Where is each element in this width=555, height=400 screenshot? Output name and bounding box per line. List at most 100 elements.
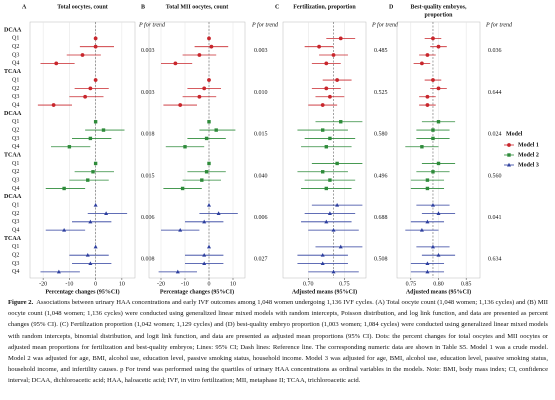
legend-label: Model 1 <box>518 142 539 148</box>
point <box>431 128 435 132</box>
point <box>324 186 329 191</box>
x-tick-label: -10 <box>65 281 73 287</box>
plot-frame <box>148 21 246 279</box>
point <box>93 78 98 82</box>
point <box>202 261 207 266</box>
p-trend: 0.036 <box>488 48 502 54</box>
point <box>85 252 90 257</box>
p-trend: 0.006 <box>141 215 155 221</box>
point <box>328 136 332 141</box>
row-label: Q3 <box>12 136 19 142</box>
panel-letter: C <box>275 4 279 10</box>
point <box>91 170 95 174</box>
p-trend: 0.688 <box>374 215 388 221</box>
caption: Figure 2. Associations between urinary HA… <box>8 297 548 399</box>
legend-label: Model 2 <box>518 152 539 158</box>
point <box>175 269 180 274</box>
point <box>207 244 211 249</box>
point <box>335 202 340 207</box>
p-header: P for trend <box>251 21 279 28</box>
point <box>56 269 61 274</box>
p-header: P for trend <box>138 21 166 28</box>
p-trend: 0.003 <box>141 48 155 54</box>
point <box>104 211 109 215</box>
point <box>420 61 424 66</box>
p-trend: 0.006 <box>254 215 268 221</box>
legend-label: Model 3 <box>518 162 539 168</box>
point <box>207 161 211 166</box>
p-trend: 0.024 <box>488 132 502 138</box>
point <box>178 227 183 232</box>
group-label: TCAA <box>4 236 22 242</box>
point <box>331 227 336 232</box>
point <box>331 269 336 274</box>
p-trend: 0.525 <box>374 90 388 96</box>
point <box>207 78 211 82</box>
panel-title: Fertilization, proportion <box>293 4 356 10</box>
point <box>93 44 98 49</box>
row-label: Q3 <box>12 261 19 267</box>
panel-title: Best-quality embryos, <box>411 4 467 10</box>
p-trend: 0.041 <box>488 215 502 221</box>
p-trend: 0.003 <box>141 90 155 96</box>
point <box>335 161 339 166</box>
point <box>83 94 88 99</box>
point <box>431 78 435 82</box>
point <box>338 36 343 41</box>
point <box>320 170 325 174</box>
p-trend: 0.485 <box>374 48 388 54</box>
point <box>207 36 211 41</box>
point <box>420 145 424 149</box>
point <box>425 53 430 57</box>
point <box>339 120 343 124</box>
point <box>197 94 202 99</box>
p-header: P for trend <box>371 21 399 28</box>
point <box>320 128 325 132</box>
group-label: TCAA <box>4 69 22 75</box>
point <box>88 86 93 91</box>
point <box>202 219 207 224</box>
point <box>93 36 98 41</box>
point <box>197 53 202 57</box>
point <box>436 120 441 124</box>
p-trend: 0.496 <box>374 173 388 179</box>
point <box>324 61 329 66</box>
point <box>419 227 424 232</box>
group-label: DCAA <box>4 111 22 117</box>
row-label: Q4 <box>12 144 19 150</box>
row-label: Q3 <box>12 94 19 100</box>
row-label: Q1 <box>12 36 19 42</box>
figure: DCAA Q1 Q2 Q3 Q4 TCAA Q1 Q2 Q3 Q4 DCAA Q1 Q2 Q3 Q4 TCAA… <box>4 4 539 295</box>
point <box>436 211 441 215</box>
point <box>328 94 332 99</box>
row-label: Q1 <box>12 77 19 83</box>
x-tick-label: 0 <box>208 281 211 287</box>
legend-marker <box>507 153 511 157</box>
group-label: DCAA <box>4 27 22 33</box>
point <box>425 219 430 224</box>
point <box>86 178 90 182</box>
point <box>320 261 325 266</box>
caption-label: Figure 2. <box>8 299 34 306</box>
x-tick-label: -20 <box>157 281 165 287</box>
point <box>54 61 59 66</box>
row-label: Q1 <box>12 203 19 209</box>
point <box>200 178 204 182</box>
point <box>173 61 178 66</box>
point <box>202 86 207 91</box>
row-label: Q4 <box>12 228 19 234</box>
x-tick-label: -10 <box>181 281 189 287</box>
plot-frame <box>29 21 136 279</box>
plot-frame <box>282 21 367 279</box>
p-trend: 0.003 <box>254 48 268 54</box>
x-tick-label: 0 <box>94 281 97 287</box>
group-label: TCAA <box>4 152 22 158</box>
point <box>431 170 435 174</box>
row-label: Q2 <box>12 44 19 50</box>
point <box>431 136 435 141</box>
p-trend: 0.018 <box>141 132 155 138</box>
p-trend: 0.008 <box>141 257 155 263</box>
point <box>425 94 430 99</box>
point <box>425 269 430 274</box>
point <box>93 161 98 166</box>
